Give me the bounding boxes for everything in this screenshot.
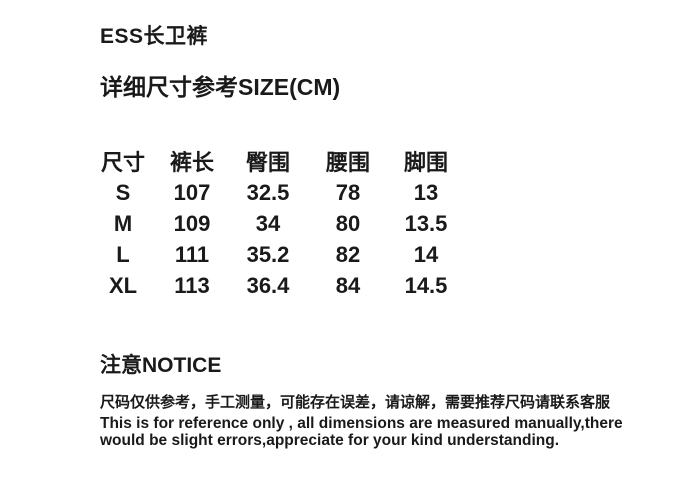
table-cell: 32.5	[246, 179, 290, 205]
notice-text-en-line: This is for reference only , all dimensi…	[100, 415, 623, 432]
table-cell: 13	[413, 179, 439, 205]
notice-text-en: This is for reference only , all dimensi…	[100, 415, 693, 449]
notice-heading: 注意NOTICE	[100, 354, 222, 377]
table-cell: 111	[174, 241, 210, 267]
table-cell: M	[113, 210, 133, 236]
table-row: XL 113 36.4 84 14.5	[95, 270, 459, 301]
table-cell: 36.4	[246, 272, 290, 298]
table-cell: 34	[255, 210, 281, 236]
table-cell: 109	[173, 210, 211, 236]
table-row: M 109 34 80 13.5	[95, 208, 459, 239]
col-header-hip: 臀围	[245, 150, 290, 175]
size-table-header-row: 尺寸 裤长 臀围 腰围 脚围	[95, 145, 459, 177]
table-cell: 84	[335, 272, 361, 298]
col-header-size: 尺寸	[100, 150, 145, 175]
size-table-body: S 107 32.5 78 13 M 109 34 80 13.5 L 111 35.2 82 14 XL 11…	[95, 177, 459, 301]
table-row: S 107 32.5 78 13	[95, 177, 459, 208]
table-cell: 14.5	[404, 272, 448, 298]
size-reference-heading: 详细尺寸参考SIZE(CM)	[100, 74, 341, 100]
table-cell: 80	[335, 210, 361, 236]
table-cell: 35.2	[246, 241, 290, 267]
col-header-leg-opening: 脚围	[403, 150, 448, 175]
size-table: 尺寸 裤长 臀围 腰围 脚围 S 107 32.5 78 13 M 109 34 80 13.5 L…	[95, 145, 459, 301]
product-title: ESS长卫裤	[100, 25, 209, 48]
table-cell: 14	[413, 241, 439, 267]
col-header-waist: 腰围	[325, 150, 370, 175]
table-cell: 78	[335, 179, 361, 205]
size-chart-sheet: ESS长卫裤 详细尺寸参考SIZE(CM) 尺寸 裤长 臀围 腰围 脚围 S 10…	[0, 26, 693, 491]
table-cell: S	[115, 179, 131, 205]
table-cell: XL	[108, 272, 138, 298]
col-header-pant-length: 裤长	[169, 150, 214, 175]
table-cell: 13.5	[404, 210, 448, 236]
notice-text-en-line: would be slight errors,appreciate for yo…	[100, 432, 560, 449]
table-cell: 113	[174, 272, 210, 298]
table-row: L 111 35.2 82 14	[95, 239, 459, 270]
table-cell: 82	[335, 241, 361, 267]
table-cell: 107	[173, 179, 211, 205]
table-cell: L	[116, 241, 130, 267]
notice-text-zh: 尺码仅供参考，手工测量，可能存在误差，请谅解，需要推荐尺码请联系客服	[100, 394, 611, 411]
